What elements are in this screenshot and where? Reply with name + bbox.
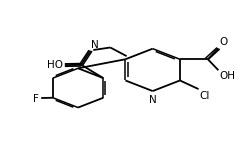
Text: OH: OH xyxy=(219,71,235,81)
Text: N: N xyxy=(91,40,99,50)
Text: F: F xyxy=(33,94,39,103)
Text: Cl: Cl xyxy=(199,91,210,101)
Text: HO: HO xyxy=(47,60,63,70)
Text: O: O xyxy=(219,38,227,47)
Text: N: N xyxy=(149,95,157,106)
